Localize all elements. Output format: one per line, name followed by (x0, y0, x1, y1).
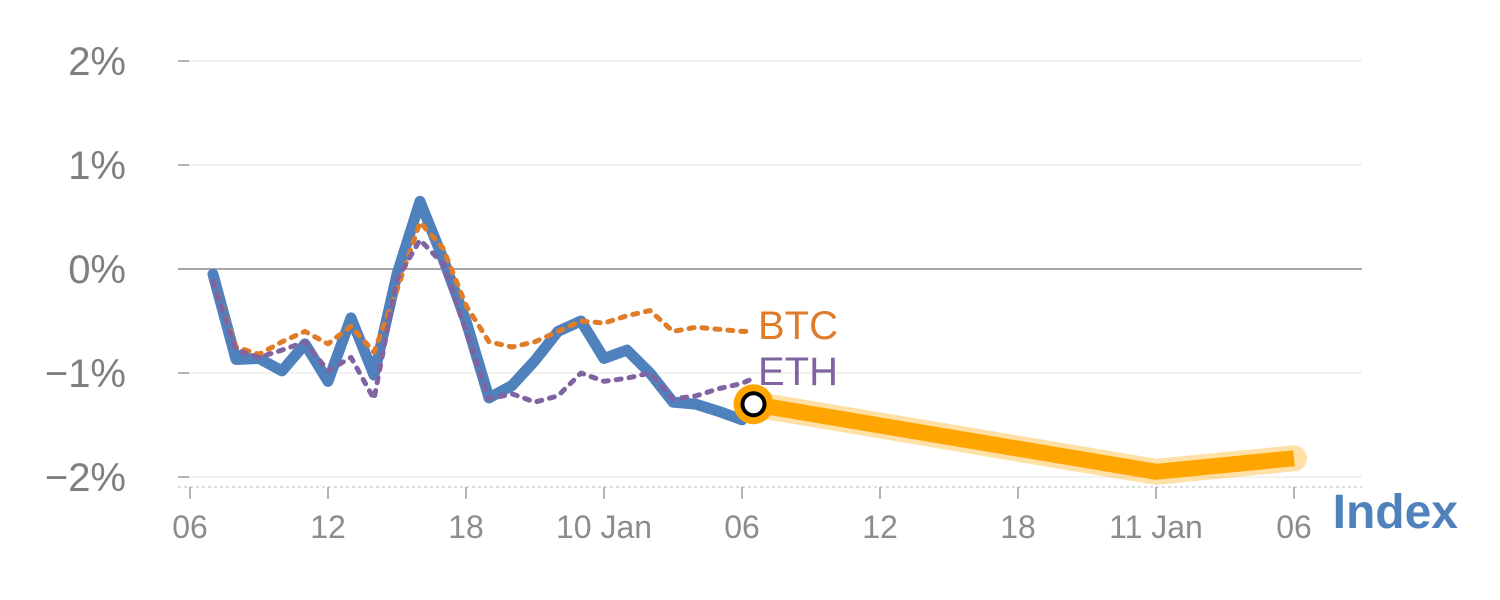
index-label: Index (1333, 486, 1459, 539)
forecast-band (752, 396, 1295, 480)
x-axis: 06 12 18 10 Jan 06 12 18 11 Jan 06 (172, 486, 1362, 545)
y-tick-label: −2% (45, 456, 126, 500)
x-tick-label: 06 (1276, 509, 1312, 545)
btc-line (210, 219, 756, 357)
y-tick-label: 1% (68, 144, 126, 188)
x-tick-label: 11 Jan (1109, 509, 1203, 545)
btc-label: BTC (758, 304, 838, 348)
x-tick-label: 12 (310, 509, 346, 545)
x-tick-label: 06 (172, 509, 208, 545)
y-tick-label: −1% (45, 352, 126, 396)
x-tick-label: 06 (724, 509, 760, 545)
x-tick-label: 10 Jan (556, 509, 652, 545)
y-tick-label: 2% (68, 40, 126, 84)
y-axis: 2% 1% 0% −1% −2% (45, 40, 189, 500)
x-tick-label: 18 (1000, 509, 1036, 545)
eth-label: ETH (758, 350, 838, 394)
current-point-marker-center (740, 391, 767, 418)
y-tick-label: 0% (68, 248, 126, 292)
series-lines (207, 195, 1307, 485)
x-tick-label: 12 (862, 509, 898, 545)
eth-line (210, 237, 756, 405)
x-tick-label: 18 (448, 509, 484, 545)
